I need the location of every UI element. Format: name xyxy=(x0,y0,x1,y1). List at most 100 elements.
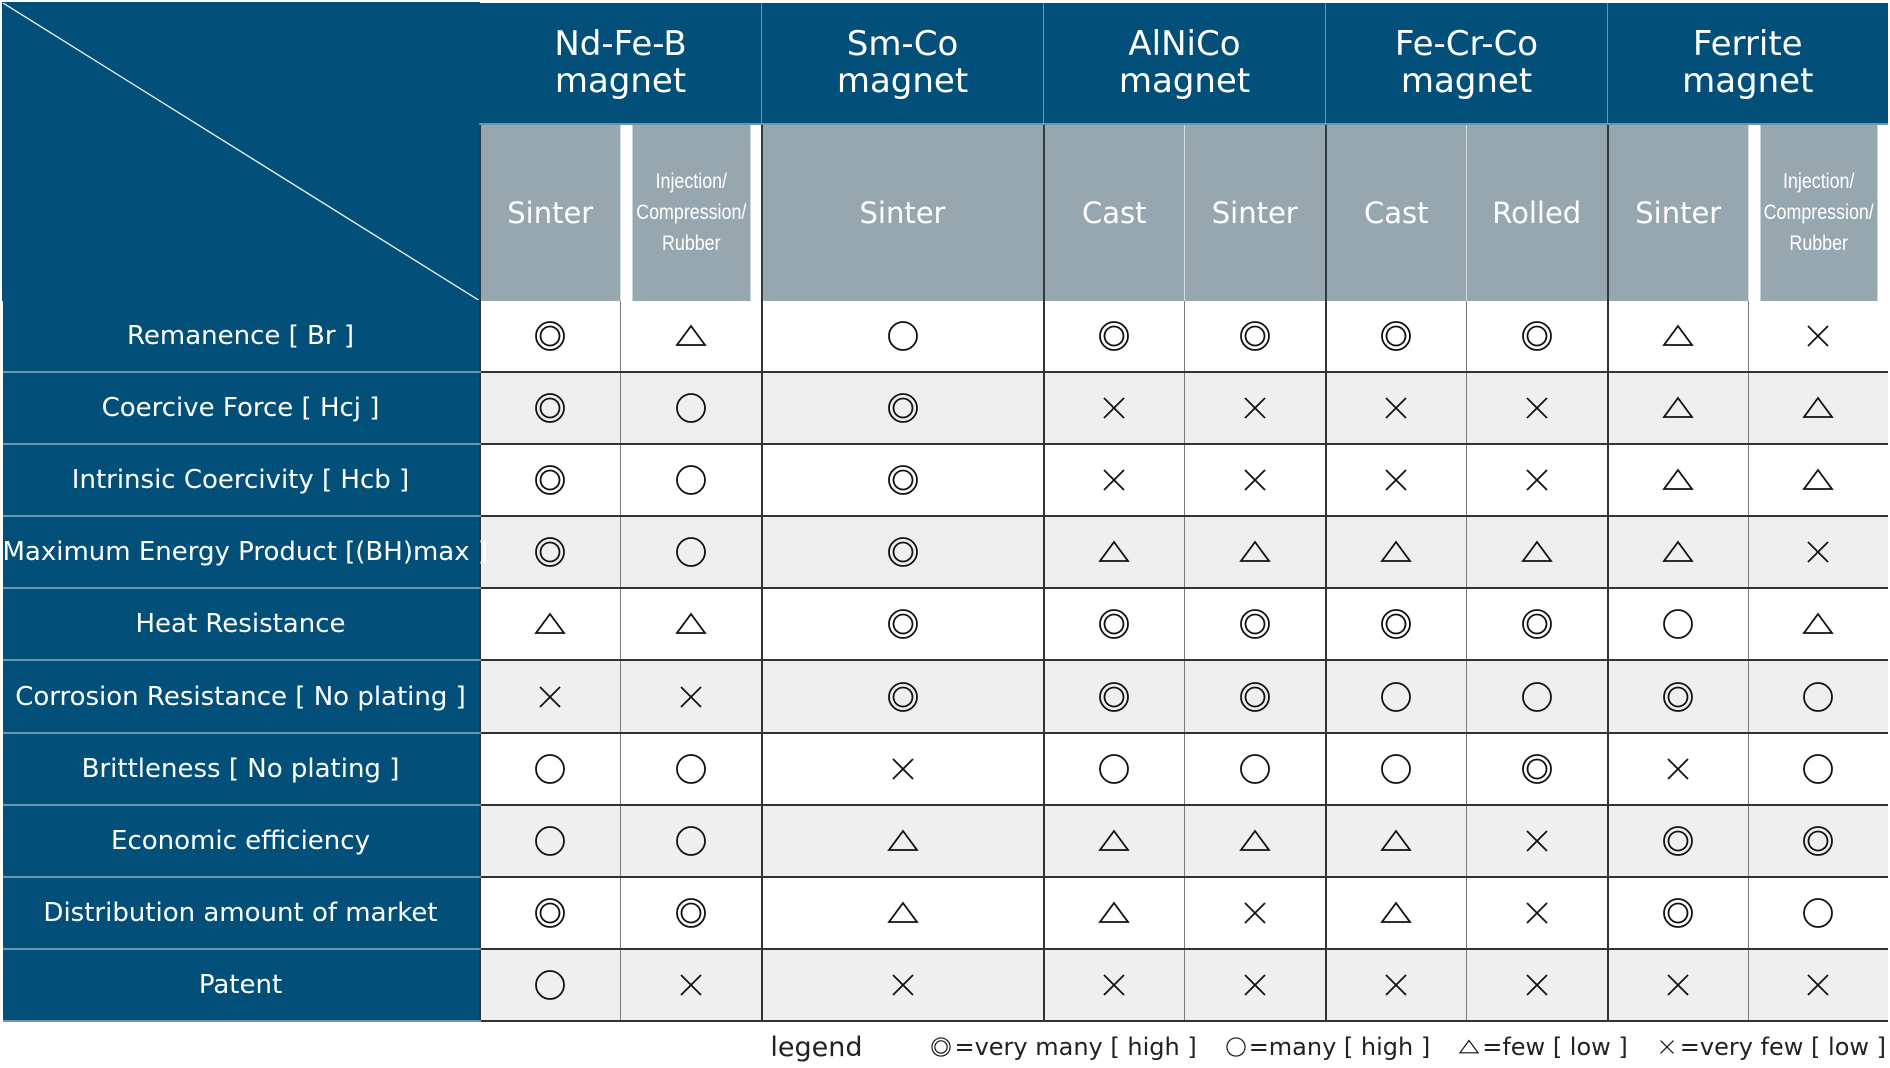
rating-cell xyxy=(1042,876,1185,950)
triangle-icon xyxy=(674,612,707,635)
diagonal-line xyxy=(3,3,479,300)
double-circle-icon xyxy=(1239,320,1270,351)
double-circle-icon xyxy=(1381,320,1412,351)
circle-icon xyxy=(675,465,706,496)
process-label: Rolled xyxy=(1492,195,1582,230)
process-header: Sinter xyxy=(1606,123,1749,301)
double-circle-icon xyxy=(1381,609,1412,640)
cross-icon xyxy=(1526,397,1548,419)
rating-cell xyxy=(1606,444,1749,518)
cross-icon xyxy=(1807,325,1829,347)
double-circle-icon xyxy=(1521,753,1552,784)
table-row: Maximum Energy Product [(BH)max ] xyxy=(2,516,1888,590)
triangle-icon xyxy=(886,829,919,851)
rating-cell xyxy=(760,372,1044,446)
rating-cell xyxy=(1324,444,1467,518)
rating-cell xyxy=(760,948,1044,1023)
property-label: Patent xyxy=(2,948,480,1023)
cross-icon xyxy=(1244,902,1266,924)
rating-cell xyxy=(1042,804,1185,878)
rating-cell xyxy=(1466,804,1608,878)
cross-icon xyxy=(1244,974,1266,996)
cross-icon xyxy=(1526,830,1548,852)
rating-cell xyxy=(620,804,762,878)
cross-icon xyxy=(680,685,702,708)
triangle-icon xyxy=(1520,540,1553,563)
rating-cell xyxy=(760,588,1044,662)
circle-icon xyxy=(1381,753,1412,784)
magnet-comparison-table: Nd-Fe-B magnet Sm-Co magnet AlNiCo magnet F… xyxy=(2,2,1888,1023)
circle-icon xyxy=(675,537,706,568)
cross-icon xyxy=(891,974,914,996)
process-label: Injection/ Compression/ Rubber xyxy=(1763,170,1874,255)
rating-cell xyxy=(1606,732,1749,806)
rating-cell xyxy=(1042,300,1185,374)
magnet-type-title: Nd-Fe-B magnet xyxy=(554,23,687,101)
double-circle-icon xyxy=(887,609,918,640)
property-label: Distribution amount of market xyxy=(2,876,480,950)
rating-cell xyxy=(1042,732,1185,806)
rating-cell xyxy=(1042,516,1185,590)
rating-cell xyxy=(1324,876,1467,950)
rating-cell xyxy=(1748,372,1888,446)
rating-cell xyxy=(1606,300,1749,374)
cross-icon xyxy=(680,974,702,996)
rating-cell xyxy=(1324,372,1467,446)
rating-cell xyxy=(478,372,621,446)
double-circle-icon xyxy=(535,537,566,568)
triangle-icon xyxy=(1380,540,1413,563)
rating-cell xyxy=(1466,300,1608,374)
rating-cell xyxy=(760,300,1044,374)
rating-cell xyxy=(620,948,762,1023)
legend-item: =many [ high ] xyxy=(1225,1033,1430,1061)
triangle-icon xyxy=(1098,540,1131,563)
cross-icon xyxy=(1526,902,1548,924)
process-label: Sinter xyxy=(859,195,946,230)
circle-icon xyxy=(535,825,566,856)
table-row: Intrinsic Coercivity [ Hcb ] xyxy=(2,444,1888,518)
rating-cell xyxy=(760,516,1044,590)
circle-icon xyxy=(1099,753,1130,784)
cross-icon xyxy=(1103,397,1125,419)
circle-icon xyxy=(1521,681,1552,712)
double-circle-icon xyxy=(1803,825,1834,856)
cross-icon xyxy=(1526,974,1548,996)
rating-cell xyxy=(1042,948,1185,1023)
cross-icon xyxy=(1244,397,1266,419)
triangle-icon xyxy=(1098,901,1131,923)
circle-icon xyxy=(1381,681,1412,712)
circle-icon xyxy=(675,825,706,856)
rating-cell xyxy=(620,444,762,518)
rating-cell xyxy=(478,588,621,662)
circle-icon xyxy=(1226,1037,1246,1057)
rating-cell xyxy=(1184,876,1326,950)
double-circle-icon xyxy=(1239,609,1270,640)
table-row: Brittleness [ No plating ] xyxy=(2,732,1888,806)
rating-cell xyxy=(1184,588,1326,662)
double-circle-icon xyxy=(931,1037,952,1057)
magnet-type-title: AlNiCo magnet xyxy=(1118,23,1251,101)
rating-cell xyxy=(760,732,1044,806)
double-circle-icon xyxy=(1099,609,1130,640)
rating-cell xyxy=(1466,516,1608,590)
double-circle-icon xyxy=(887,393,918,424)
rating-cell xyxy=(620,732,762,806)
rating-cell xyxy=(620,660,762,734)
cross-icon xyxy=(1667,757,1689,780)
rating-cell xyxy=(1466,732,1608,806)
rating-cell xyxy=(1466,588,1608,662)
double-circle-icon xyxy=(1663,681,1694,712)
triangle-icon xyxy=(1238,540,1271,563)
rating-cell xyxy=(1606,876,1749,950)
double-circle-icon xyxy=(887,465,918,496)
double-circle-icon xyxy=(1663,825,1694,856)
rating-cell xyxy=(620,300,762,374)
double-circle-icon xyxy=(1239,681,1270,712)
rating-cell xyxy=(760,660,1044,734)
triangle-icon xyxy=(534,612,567,635)
magnet-type-header: Nd-Fe-B magnet xyxy=(479,2,762,125)
legend-item-text: =very many [ high ] xyxy=(954,1033,1197,1061)
circle-icon xyxy=(675,393,706,424)
rating-cell xyxy=(1184,660,1326,734)
double-circle-icon xyxy=(535,320,566,351)
